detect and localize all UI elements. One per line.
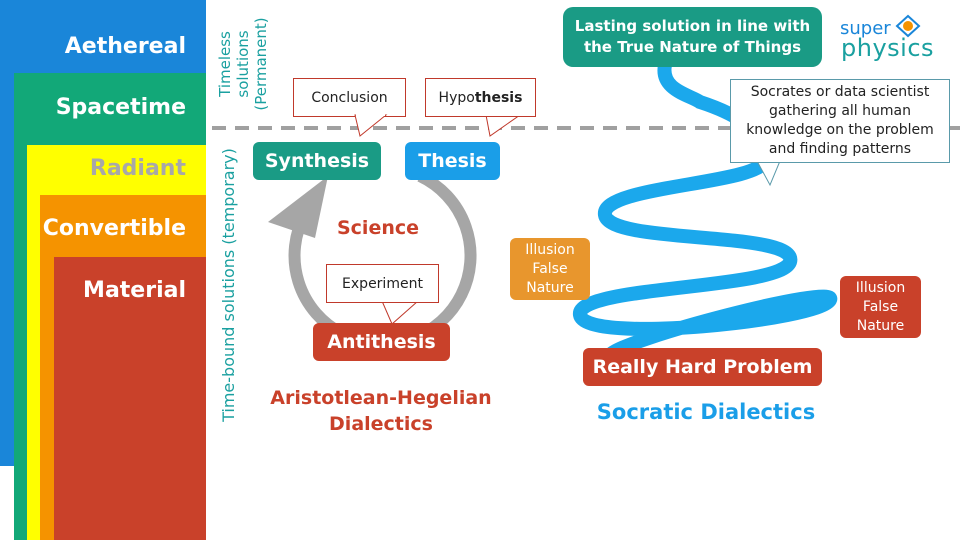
layer-label-material: Material (83, 278, 186, 303)
hypothesis-tail (485, 114, 522, 137)
thesis-node: Thesis (405, 142, 500, 180)
superphysics-logo: super physics (838, 14, 938, 62)
layer-label-spacetime: Spacetime (55, 95, 186, 120)
illusion-right-line-1: Illusion (855, 279, 906, 296)
conclusion-tail (354, 114, 388, 137)
socrates-line-4: and finding patterns (768, 141, 912, 157)
illusion-tag-right: Illusion False Nature (840, 276, 921, 338)
logo-super: super (840, 18, 891, 39)
lasting-line-2: the True Nature of Things (583, 38, 802, 56)
conclusion-label: Conclusion (311, 89, 388, 106)
hypothesis-bold: thesis (474, 89, 523, 106)
illusion-right-line-2: False (862, 298, 899, 315)
experiment-callout: Experiment (326, 264, 439, 303)
socratic-caption: Socratic Dialectics (596, 400, 816, 424)
illusion-tag-left: Illusion False Nature (510, 238, 590, 300)
aristotelian-caption-line-1: Aristotlean-Hegelian (270, 387, 492, 409)
illusion-left-line-3: Nature (526, 279, 574, 296)
illusion-right-line-3: Nature (856, 317, 905, 334)
synthesis-node: Synthesis (253, 142, 381, 180)
hypothesis-callout: Hypo thesis (425, 78, 536, 117)
illusion-left-line-2: False (532, 260, 568, 277)
layer-label-radiant: Radiant (89, 156, 186, 181)
science-cycle-arrowhead (268, 176, 328, 238)
antithesis-node: Antithesis (313, 323, 450, 361)
logo-eye-icon (895, 14, 921, 38)
lasting-line-1: Lasting solution in line with (574, 17, 811, 35)
layer-label-aethereal: Aethereal (64, 34, 186, 59)
aristotelian-caption: Aristotlean-Hegelian Dialectics (262, 385, 500, 437)
socrates-callout: Socrates or data scientist gathering all… (730, 79, 950, 163)
experiment-label: Experiment (342, 275, 423, 292)
aristotelian-caption-line-2: Dialectics (329, 413, 433, 435)
logo-physics: physics (841, 34, 935, 62)
experiment-tail (381, 300, 420, 325)
lasting-solution-node: Lasting solution in line with the True N… (563, 7, 822, 67)
socrates-tail (756, 160, 781, 187)
layer-label-convertible: Convertible (42, 216, 186, 241)
illusion-left-line-1: Illusion (525, 241, 575, 258)
science-label: Science (336, 217, 420, 239)
hypothesis-prefix: Hypo (438, 89, 475, 106)
socrates-line-2: gathering all human (769, 103, 911, 119)
really-hard-problem-node: Really Hard Problem (583, 348, 822, 386)
socrates-line-1: Socrates or data scientist (750, 84, 930, 100)
layer-material: Material (54, 257, 206, 540)
socrates-line-3: knowledge on the problem (746, 122, 934, 138)
conclusion-callout: Conclusion (293, 78, 406, 117)
